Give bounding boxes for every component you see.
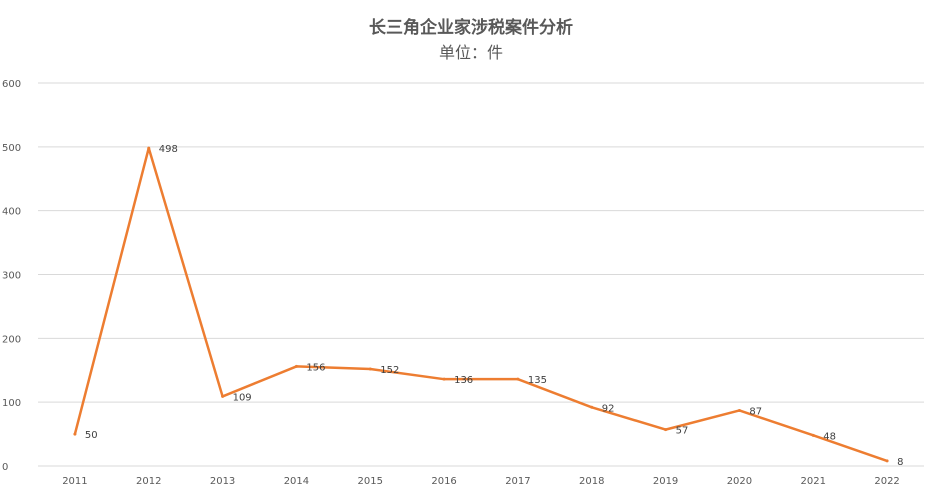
data-point — [737, 408, 741, 412]
gridlines — [38, 82, 924, 467]
data-point — [294, 364, 298, 368]
y-tick-label: 300 — [2, 271, 21, 282]
x-tick-label: 2015 — [358, 476, 383, 487]
data-point — [885, 459, 889, 463]
data-label: 152 — [380, 365, 399, 376]
x-tick-label: 2022 — [874, 476, 899, 487]
data-point — [147, 146, 151, 150]
data-point — [73, 432, 77, 436]
data-label: 48 — [823, 431, 836, 442]
y-tick-label: 600 — [2, 79, 21, 90]
data-point — [811, 433, 815, 437]
data-label: 498 — [159, 144, 178, 155]
data-label: 57 — [676, 426, 689, 437]
x-tick-label: 2020 — [727, 476, 752, 487]
series-group — [73, 146, 889, 463]
x-tick-label: 2017 — [505, 476, 530, 487]
x-tick-label: 2019 — [653, 476, 678, 487]
x-tick-label: 2021 — [801, 476, 826, 487]
data-point — [590, 405, 594, 409]
data-point — [516, 377, 520, 381]
data-label: 8 — [897, 457, 903, 468]
y-tick-label: 500 — [2, 143, 21, 154]
x-tick-label: 2012 — [136, 476, 161, 487]
data-labels: 50 498 109 156 152 136 135 92 57 87 48 8 — [85, 144, 904, 468]
chart-title: 长三角企业家涉税案件分析 — [369, 18, 573, 38]
data-label: 135 — [528, 375, 547, 386]
data-label: 109 — [233, 392, 252, 403]
data-label: 50 — [85, 430, 98, 441]
x-tick-label: 2014 — [284, 476, 309, 487]
x-tick-label: 2011 — [62, 476, 87, 487]
y-axis-ticks: 0 100 200 300 400 500 600 — [2, 79, 21, 473]
data-label: 156 — [306, 362, 325, 373]
data-point — [368, 367, 372, 371]
data-point — [221, 394, 225, 398]
data-label: 136 — [454, 375, 473, 386]
x-axis-ticks: 2011 2012 2013 2014 2015 2016 2017 2018 2019 2020… — [62, 476, 900, 487]
y-tick-label: 100 — [2, 398, 21, 409]
x-tick-label: 2018 — [579, 476, 604, 487]
data-point — [664, 428, 668, 432]
data-point — [442, 377, 446, 381]
data-label: 87 — [749, 406, 762, 417]
x-tick-label: 2016 — [431, 476, 456, 487]
x-tick-label: 2013 — [210, 476, 235, 487]
y-tick-label: 0 — [2, 462, 8, 473]
y-tick-label: 400 — [2, 207, 21, 218]
y-tick-label: 200 — [2, 334, 21, 345]
series-line — [73, 146, 889, 463]
data-label: 92 — [602, 403, 615, 414]
chart-subtitle: 单位：件 — [438, 43, 503, 62]
